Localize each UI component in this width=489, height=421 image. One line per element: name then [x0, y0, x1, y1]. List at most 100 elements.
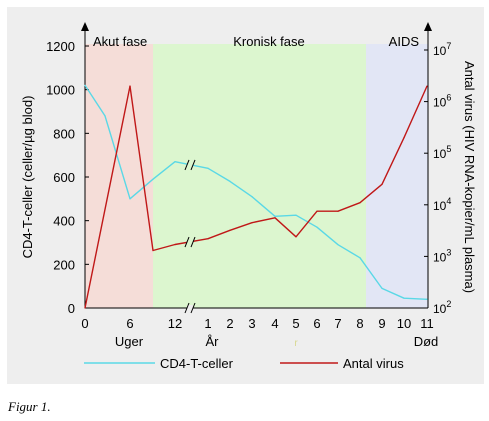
series-1-point-7: [274, 217, 276, 219]
right-tick-exp-5: 7: [446, 41, 451, 51]
x-tick-year-9: 10: [397, 316, 411, 331]
legend-label-0: CD4-T-celler: [160, 356, 234, 371]
left-tick-label-0: 0: [68, 301, 75, 316]
legend: CD4-T-celler Antal virus: [84, 356, 404, 371]
x-tick-year-5: 6: [313, 316, 320, 331]
legend-label-1: Antal virus: [343, 356, 404, 371]
series-lines: [84, 84, 428, 309]
left-tick-label-2: 400: [53, 214, 75, 229]
series-line-0: [84, 84, 428, 300]
cd4-break-slash-a: [184, 159, 190, 171]
series-0-point-2: [129, 198, 131, 200]
phase-0: [85, 44, 153, 308]
x-tick-week-2: 12: [168, 316, 182, 331]
cd4-break-gap: [187, 158, 193, 171]
left-tick-label-6: 1200: [46, 39, 75, 54]
series-0-point-12: [359, 257, 361, 259]
x-tick-year-3: 4: [271, 316, 278, 331]
right-tick-exp-4: 6: [446, 93, 451, 103]
x-tick-year-7: 8: [356, 316, 363, 331]
x-end-label: Død: [414, 334, 439, 349]
left-tick-label-3: 600: [53, 170, 75, 185]
x-years-sublabel: r: [294, 338, 298, 349]
series-1-point-14: [426, 85, 428, 87]
series-0-point-9: [295, 214, 297, 216]
right-tick-label-2: 104: [433, 196, 451, 213]
right-tick-base-1: 10: [433, 250, 447, 264]
virus-break-gap: [187, 236, 193, 249]
phase-label-2: AIDS: [389, 34, 420, 49]
right-tick-label-3: 105: [433, 144, 451, 161]
right-tick-label-1: 103: [433, 247, 451, 264]
series-0-point-3: [152, 178, 154, 180]
phase-labels: Akut fase Kronisk fase AIDS: [93, 34, 419, 49]
series-1-point-9: [316, 210, 318, 212]
series-0-point-6: [229, 180, 231, 182]
hiv-progression-chart: Akut fase Kronisk fase AIDS 0 200 400 600 800 1…: [20, 22, 477, 371]
series-0-point-4: [174, 161, 176, 163]
series-1-point-2: [152, 249, 154, 252]
x-axis-break-slash-b: [190, 302, 196, 314]
series-1-point-3: [174, 243, 176, 246]
series-0-point-15: [426, 298, 428, 300]
x-tick-year-6: 7: [334, 316, 341, 331]
left-tick-label-1: 200: [53, 257, 75, 272]
right-tick-label-5: 107: [433, 41, 451, 58]
x-tick-year-1: 2: [226, 316, 233, 331]
series-1-point-13: [403, 137, 405, 139]
left-tick-label-5: 1000: [46, 83, 75, 98]
left-tick-label-4: 800: [53, 126, 75, 141]
series-1-point-5: [229, 229, 231, 231]
right-tick-label-4: 106: [433, 93, 451, 110]
x-tick-week-1: 6: [126, 316, 133, 331]
x-weeks-label: Uger: [115, 334, 144, 349]
right-tick-exp-1: 3: [446, 247, 451, 257]
x-years-label: År: [206, 334, 220, 349]
virus-break-slash-b: [190, 236, 196, 248]
right-tick-base-3: 10: [433, 147, 447, 161]
phase-2: [366, 44, 428, 308]
right-tick-base-2: 10: [433, 199, 447, 213]
series-1-point-12: [381, 183, 383, 185]
series-1-point-8: [295, 236, 297, 238]
left-axis-arrow: [81, 22, 89, 31]
series-1-point-0: [84, 307, 86, 309]
virus-break-slash-a: [184, 236, 190, 248]
right-tick-base-0: 10: [433, 302, 447, 316]
axis-breaks: [184, 158, 196, 314]
right-tick-exp-2: 4: [446, 196, 451, 206]
series-0-point-8: [274, 215, 276, 217]
x-tick-year-4: 5: [292, 316, 299, 331]
right-axis-title: Antal virus (HIV RNA-kopier/mL plasma): [462, 61, 477, 293]
figure-panel: Akut fase Kronisk fase AIDS 0 200 400 600 800 1…: [7, 7, 484, 384]
series-1-point-11: [359, 202, 361, 204]
series-1-point-4: [207, 238, 209, 240]
right-tick-exp-3: 5: [446, 144, 451, 154]
right-tick-exp-0: 2: [446, 299, 451, 309]
series-0-point-10: [316, 226, 318, 228]
cd4-break-slash-b: [190, 159, 196, 171]
right-tick-label-0: 102: [433, 299, 451, 316]
series-0-point-11: [337, 244, 339, 246]
x-axis-break-gap: [187, 305, 193, 311]
figure-caption: Figur 1.: [8, 399, 51, 414]
phase-label-1: Kronisk fase: [233, 34, 305, 49]
series-0-point-1: [104, 115, 106, 117]
series-0-point-0: [84, 84, 86, 86]
series-1-point-10: [337, 210, 339, 212]
left-axis-title: CD4-T-celler (celler/µg blod): [20, 96, 35, 259]
x-tick-year-10: 11: [420, 316, 434, 331]
x-tick-year-8: 9: [378, 316, 385, 331]
x-axis-break-slash-a: [184, 302, 190, 314]
series-1-point-1: [129, 85, 131, 87]
tick-labels: 020040060080010001200102103104105106107C…: [20, 39, 477, 349]
axes: [81, 22, 432, 309]
phase-label-0: Akut fase: [93, 34, 147, 49]
x-tick-year-0: 1: [204, 316, 211, 331]
series-0-point-5: [207, 167, 209, 169]
series-0-point-7: [251, 196, 253, 198]
series-1-point-6: [251, 222, 253, 224]
right-axis-arrow: [424, 22, 432, 31]
phase-1: [153, 44, 366, 308]
series-0-point-14: [403, 297, 405, 299]
